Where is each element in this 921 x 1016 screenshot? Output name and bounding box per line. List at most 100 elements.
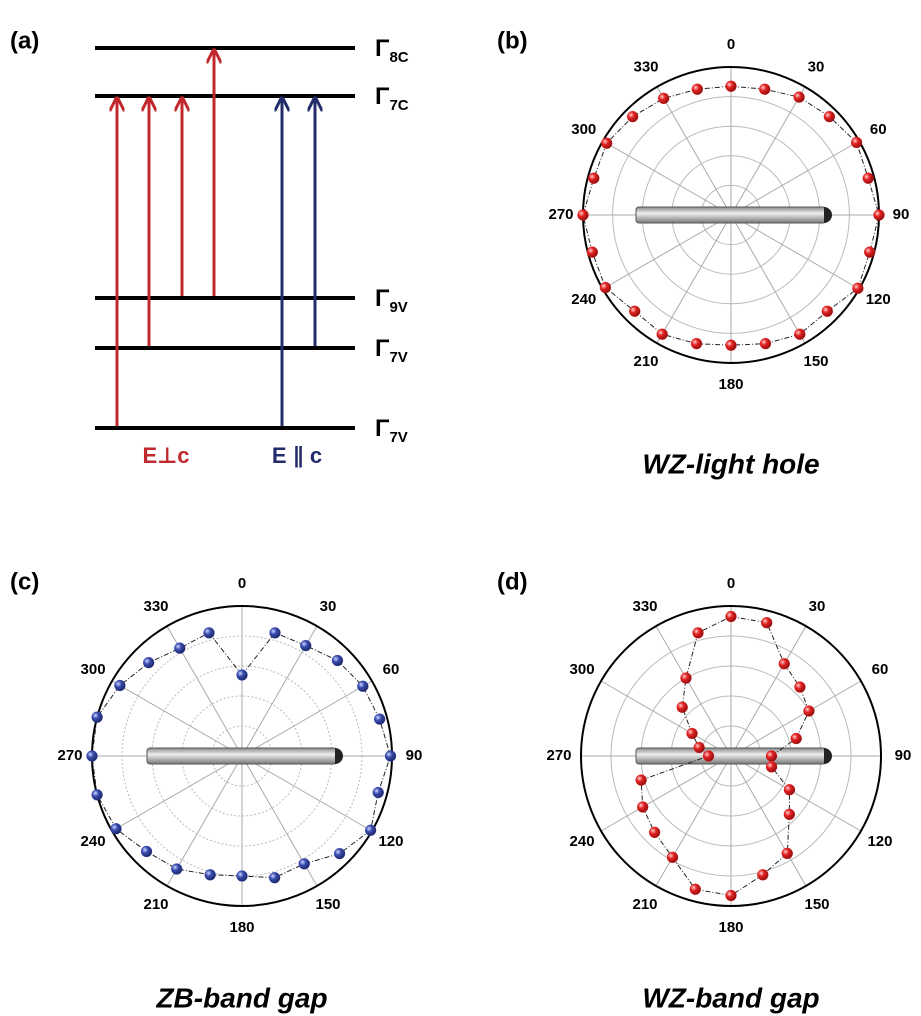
theta-tick-label: 60 bbox=[872, 661, 889, 678]
data-point bbox=[92, 712, 103, 723]
theta-tick-label: 210 bbox=[143, 896, 168, 913]
data-point bbox=[87, 751, 98, 762]
theta-tick-label: 120 bbox=[866, 291, 891, 308]
level-label: Γ9V bbox=[375, 285, 408, 316]
level-label: Γ7C bbox=[375, 83, 409, 114]
polar-chart: (b)WZ-light hole030609012015018021024027… bbox=[497, 27, 909, 479]
figure: (a) Γ8CΓ7CΓ9VΓ7VΓ7VE⊥cE ∥ c (b)WZ-light … bbox=[0, 0, 921, 1016]
data-point bbox=[726, 611, 737, 622]
data-point bbox=[784, 809, 795, 820]
spoke bbox=[603, 141, 731, 215]
data-point bbox=[782, 848, 793, 859]
spoke bbox=[603, 215, 731, 289]
theta-tick-label: 210 bbox=[633, 353, 658, 370]
level-symbol: Γ bbox=[375, 35, 390, 62]
data-point bbox=[300, 640, 311, 651]
data-point bbox=[864, 247, 875, 258]
level-subscript: 7V bbox=[389, 429, 407, 446]
data-point bbox=[269, 627, 280, 638]
theta-tick-label: 330 bbox=[632, 598, 657, 615]
theta-tick-label: 150 bbox=[804, 896, 829, 913]
data-point bbox=[299, 858, 310, 869]
data-point bbox=[766, 761, 777, 772]
data-point bbox=[691, 338, 702, 349]
theta-tick-label: 300 bbox=[571, 121, 596, 138]
data-point bbox=[237, 871, 248, 882]
data-point bbox=[334, 848, 345, 859]
theta-tick-label: 270 bbox=[548, 206, 573, 223]
chart-title: WZ-band gap bbox=[642, 982, 819, 1013]
data-point bbox=[784, 784, 795, 795]
spoke bbox=[601, 756, 731, 831]
data-point bbox=[657, 329, 668, 340]
data-point bbox=[757, 869, 768, 880]
data-point bbox=[791, 733, 802, 744]
spoke bbox=[242, 756, 372, 831]
data-point bbox=[681, 673, 692, 684]
nanowire-cap bbox=[824, 748, 832, 764]
nanowire-rod bbox=[147, 748, 337, 764]
theta-tick-label: 330 bbox=[633, 59, 658, 76]
theta-tick-label: 330 bbox=[143, 598, 168, 615]
theta-tick-label: 0 bbox=[727, 36, 735, 53]
data-point bbox=[822, 306, 833, 317]
theta-tick-label: 90 bbox=[893, 206, 910, 223]
spoke bbox=[731, 215, 859, 289]
theta-tick-label: 120 bbox=[378, 833, 403, 850]
spoke bbox=[112, 756, 242, 831]
data-point bbox=[600, 282, 611, 293]
theta-tick-label: 240 bbox=[571, 291, 596, 308]
theta-tick-label: 90 bbox=[895, 747, 912, 764]
data-point bbox=[703, 751, 714, 762]
data-point bbox=[726, 890, 737, 901]
level-subscript: 9V bbox=[389, 299, 407, 316]
arrows-perp bbox=[117, 50, 214, 426]
nanowire-cap bbox=[824, 207, 832, 223]
data-point bbox=[357, 681, 368, 692]
legend-text: E⊥c bbox=[142, 443, 189, 468]
data-point bbox=[578, 210, 589, 221]
panel-label: (a) bbox=[10, 27, 39, 54]
data-point bbox=[332, 655, 343, 666]
panel-label: (d) bbox=[497, 568, 528, 595]
theta-tick-label: 180 bbox=[718, 919, 743, 936]
theta-tick-label: 180 bbox=[229, 919, 254, 936]
spoke bbox=[731, 756, 806, 886]
data-point bbox=[693, 627, 704, 638]
data-point bbox=[629, 306, 640, 317]
level-label: Γ7V bbox=[375, 415, 408, 446]
legend-text: E ∥ c bbox=[272, 443, 322, 468]
data-point bbox=[726, 81, 737, 92]
data-point bbox=[110, 823, 121, 834]
data-point bbox=[269, 872, 280, 883]
arrows-par bbox=[282, 98, 315, 426]
spoke bbox=[657, 87, 731, 215]
data-point bbox=[726, 340, 737, 351]
level-symbol: Γ bbox=[375, 83, 390, 110]
data-point bbox=[114, 680, 125, 691]
theta-tick-label: 210 bbox=[632, 896, 657, 913]
panel-label: (b) bbox=[497, 27, 528, 54]
theta-tick-label: 300 bbox=[81, 661, 106, 678]
nanowire-rod bbox=[636, 207, 826, 223]
theta-tick-label: 300 bbox=[570, 661, 595, 678]
data-point bbox=[601, 138, 612, 149]
theta-tick-label: 150 bbox=[315, 896, 340, 913]
level-label: Γ8C bbox=[375, 35, 409, 66]
data-point bbox=[365, 825, 376, 836]
data-point bbox=[779, 658, 790, 669]
theta-tick-label: 180 bbox=[718, 376, 743, 393]
data-point bbox=[587, 247, 598, 258]
data-point bbox=[649, 827, 660, 838]
data-point bbox=[690, 884, 701, 895]
data-point bbox=[794, 329, 805, 340]
theta-tick-label: 60 bbox=[870, 121, 887, 138]
data-point bbox=[874, 210, 885, 221]
data-point bbox=[174, 643, 185, 654]
panel-label: (c) bbox=[10, 568, 39, 595]
polar-chart: (d)WZ-band gap03060901201501802102402703… bbox=[497, 568, 911, 1013]
spoke bbox=[656, 756, 731, 886]
spoke bbox=[657, 215, 731, 343]
spoke bbox=[731, 215, 805, 343]
theta-tick-label: 120 bbox=[867, 833, 892, 850]
